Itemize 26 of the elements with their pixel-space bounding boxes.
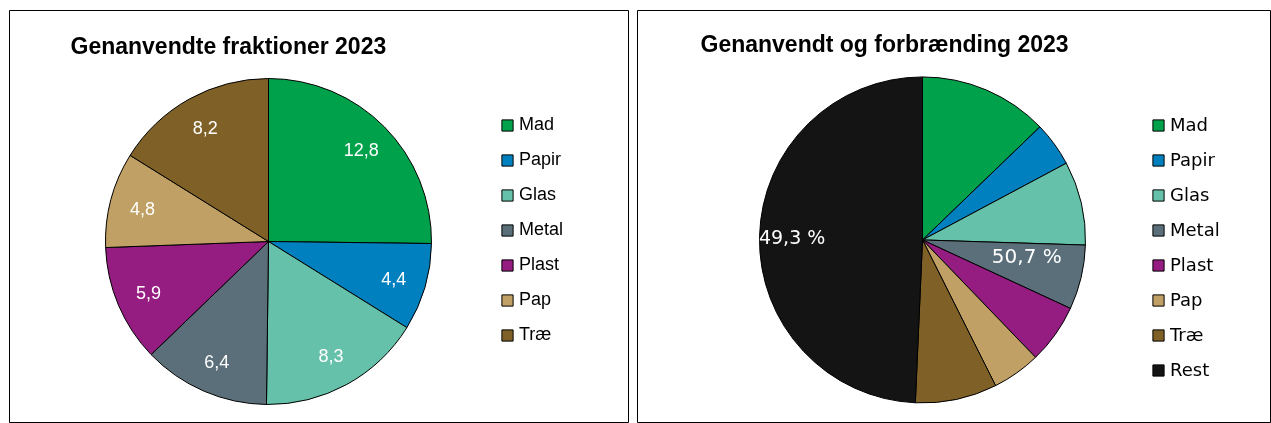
legend-label: Mad	[1170, 114, 1208, 135]
legend-label: Metal	[1170, 219, 1220, 240]
legend-label: Mad	[519, 114, 555, 135]
data-label: 8,3	[318, 346, 344, 367]
chart-title: Genanvendt og forbrænding 2023	[700, 31, 1069, 58]
data-label: 5,9	[135, 283, 162, 304]
legend-label: Papir	[519, 149, 562, 170]
data-label: 8,2	[192, 118, 218, 139]
legend-label: Metal	[519, 219, 564, 240]
legend-label: Træ	[519, 324, 552, 345]
data-label: 12,8	[343, 140, 379, 161]
legend-label: Glas	[1170, 184, 1210, 205]
data-label: 4,4	[381, 268, 407, 289]
legend-label: Glas	[519, 184, 557, 205]
text: 50,7 %	[991, 244, 1062, 269]
data-label: 49,3 %	[758, 226, 826, 249]
legend-label: Papir	[1170, 149, 1215, 170]
legend-label: Pap	[1170, 289, 1203, 310]
legend-label: Rest	[1170, 359, 1210, 380]
chart-title: Genanvendte fraktioner 2023	[70, 32, 387, 59]
legend-label: Træ	[1170, 324, 1204, 345]
data-label: 4,8	[129, 198, 155, 219]
legend-label: Pap	[519, 289, 552, 310]
data-label: 6,4	[204, 351, 230, 372]
legend-label: Plast	[519, 254, 560, 275]
legend-label: Plast	[1170, 254, 1214, 275]
